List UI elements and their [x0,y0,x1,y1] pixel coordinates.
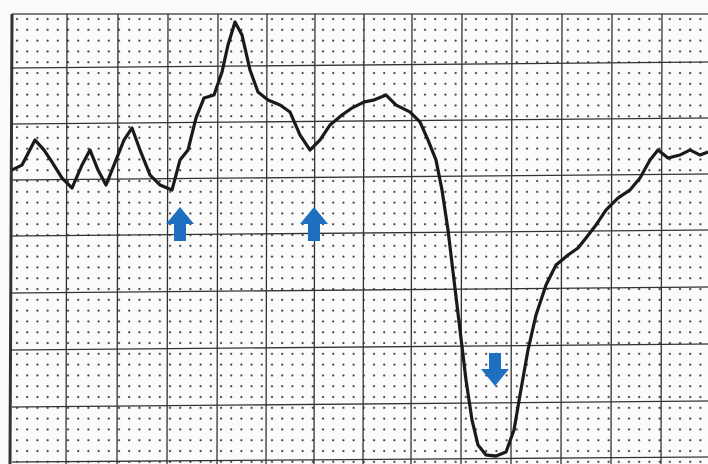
up-arrow [166,207,194,241]
grid-line [11,286,708,294]
grid-line [560,13,563,464]
grid-line [362,13,365,464]
grid-line [510,13,513,464]
grid-line [11,117,708,125]
arrows [166,207,509,386]
grid-lines [8,13,708,464]
dot-grid [12,14,708,464]
grid-line [166,13,169,464]
grid-line [11,456,708,463]
grid-line [265,13,268,464]
grid-line [8,13,14,464]
down-arrow [481,353,509,386]
grid-line [410,13,413,464]
grid-line [216,13,219,464]
grid-line [11,343,708,351]
grid-line [65,13,68,464]
grid-line [11,61,708,69]
grid-line [610,13,613,464]
grid-line [11,173,708,181]
grid-line [11,400,708,408]
grid-line [460,13,463,464]
grid-line [116,13,119,464]
grid-line [660,13,663,464]
up-arrow [300,207,328,241]
trace [11,20,708,458]
